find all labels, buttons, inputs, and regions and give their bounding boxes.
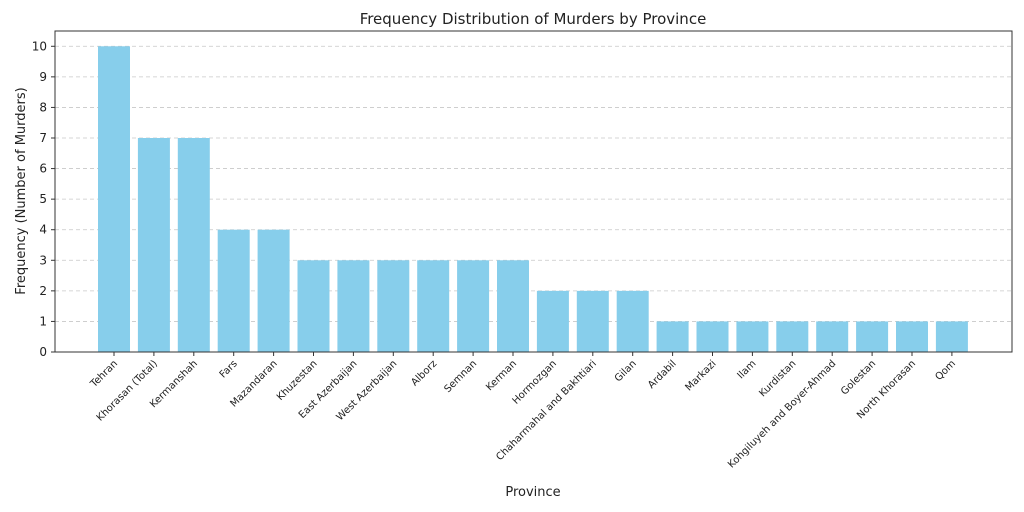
bar-khorasan-total (137, 138, 170, 352)
x-tick-label: Qom (933, 358, 958, 383)
y-tick-label: 2 (39, 284, 47, 298)
bars (98, 46, 968, 353)
x-tick-label: Tehran (88, 358, 120, 390)
bar-hormozgan (536, 290, 569, 352)
bar-khuzestan (297, 260, 330, 352)
y-axis-ticks: 0 1 2 3 4 5 6 7 8 9 10 (32, 39, 55, 359)
chart-title: Frequency Distribution of Murders by Pro… (360, 10, 707, 28)
x-axis-label: Province (505, 485, 560, 500)
x-tick-label: Ardabil (646, 358, 679, 391)
y-tick-label: 4 (39, 223, 47, 237)
bar-mazandaran (257, 229, 290, 352)
bar-fars (217, 229, 250, 352)
y-tick-label: 9 (39, 70, 47, 84)
y-tick-label: 5 (39, 192, 47, 206)
bar-semnan (457, 260, 490, 352)
bar-kohgiluyeh-and-boyer-ahmad (816, 321, 849, 352)
x-tick-label: Semnan (442, 358, 479, 395)
y-tick-label: 0 (39, 345, 47, 359)
y-tick-label: 3 (39, 253, 47, 267)
bar-tehran (98, 46, 130, 353)
x-tick-label: Markazi (684, 358, 719, 393)
bar-ardabil (656, 321, 689, 352)
bar-chaharmahal-and-bakhtiari (576, 290, 609, 352)
x-tick-label: Golestan (839, 358, 878, 397)
bar-east-azerbaijan (337, 260, 370, 352)
bar-gilan (616, 290, 649, 352)
bar-west-azerbaijan (377, 260, 410, 352)
bar-kermanshah (177, 138, 210, 352)
bar-kurdistan (776, 321, 809, 352)
bar-golestan (856, 321, 889, 352)
x-tick-label: Kurdistan (757, 358, 798, 399)
bar-kerman (497, 260, 529, 352)
bar-qom (935, 321, 968, 352)
bar-alborz (417, 260, 450, 352)
bar-ilam (736, 321, 769, 352)
y-tick-label: 1 (39, 314, 47, 328)
x-tick-label: Kerman (484, 358, 519, 393)
x-tick-label: Gilan (613, 358, 639, 384)
grid-lines (55, 45, 1012, 322)
y-tick-label: 6 (39, 162, 47, 176)
y-tick-label: 8 (39, 100, 47, 114)
y-tick-label: 10 (32, 39, 47, 53)
y-axis-label: Frequency (Number of Murders) (14, 87, 29, 294)
x-tick-label: Alborz (409, 358, 439, 388)
bar-markazi (696, 321, 729, 352)
x-tick-label: Fars (218, 358, 240, 380)
x-tick-label: Ilam (735, 358, 758, 381)
bar-north-khorasan (896, 321, 928, 352)
plot-frame (54, 30, 1013, 353)
y-tick-label: 7 (39, 131, 47, 145)
